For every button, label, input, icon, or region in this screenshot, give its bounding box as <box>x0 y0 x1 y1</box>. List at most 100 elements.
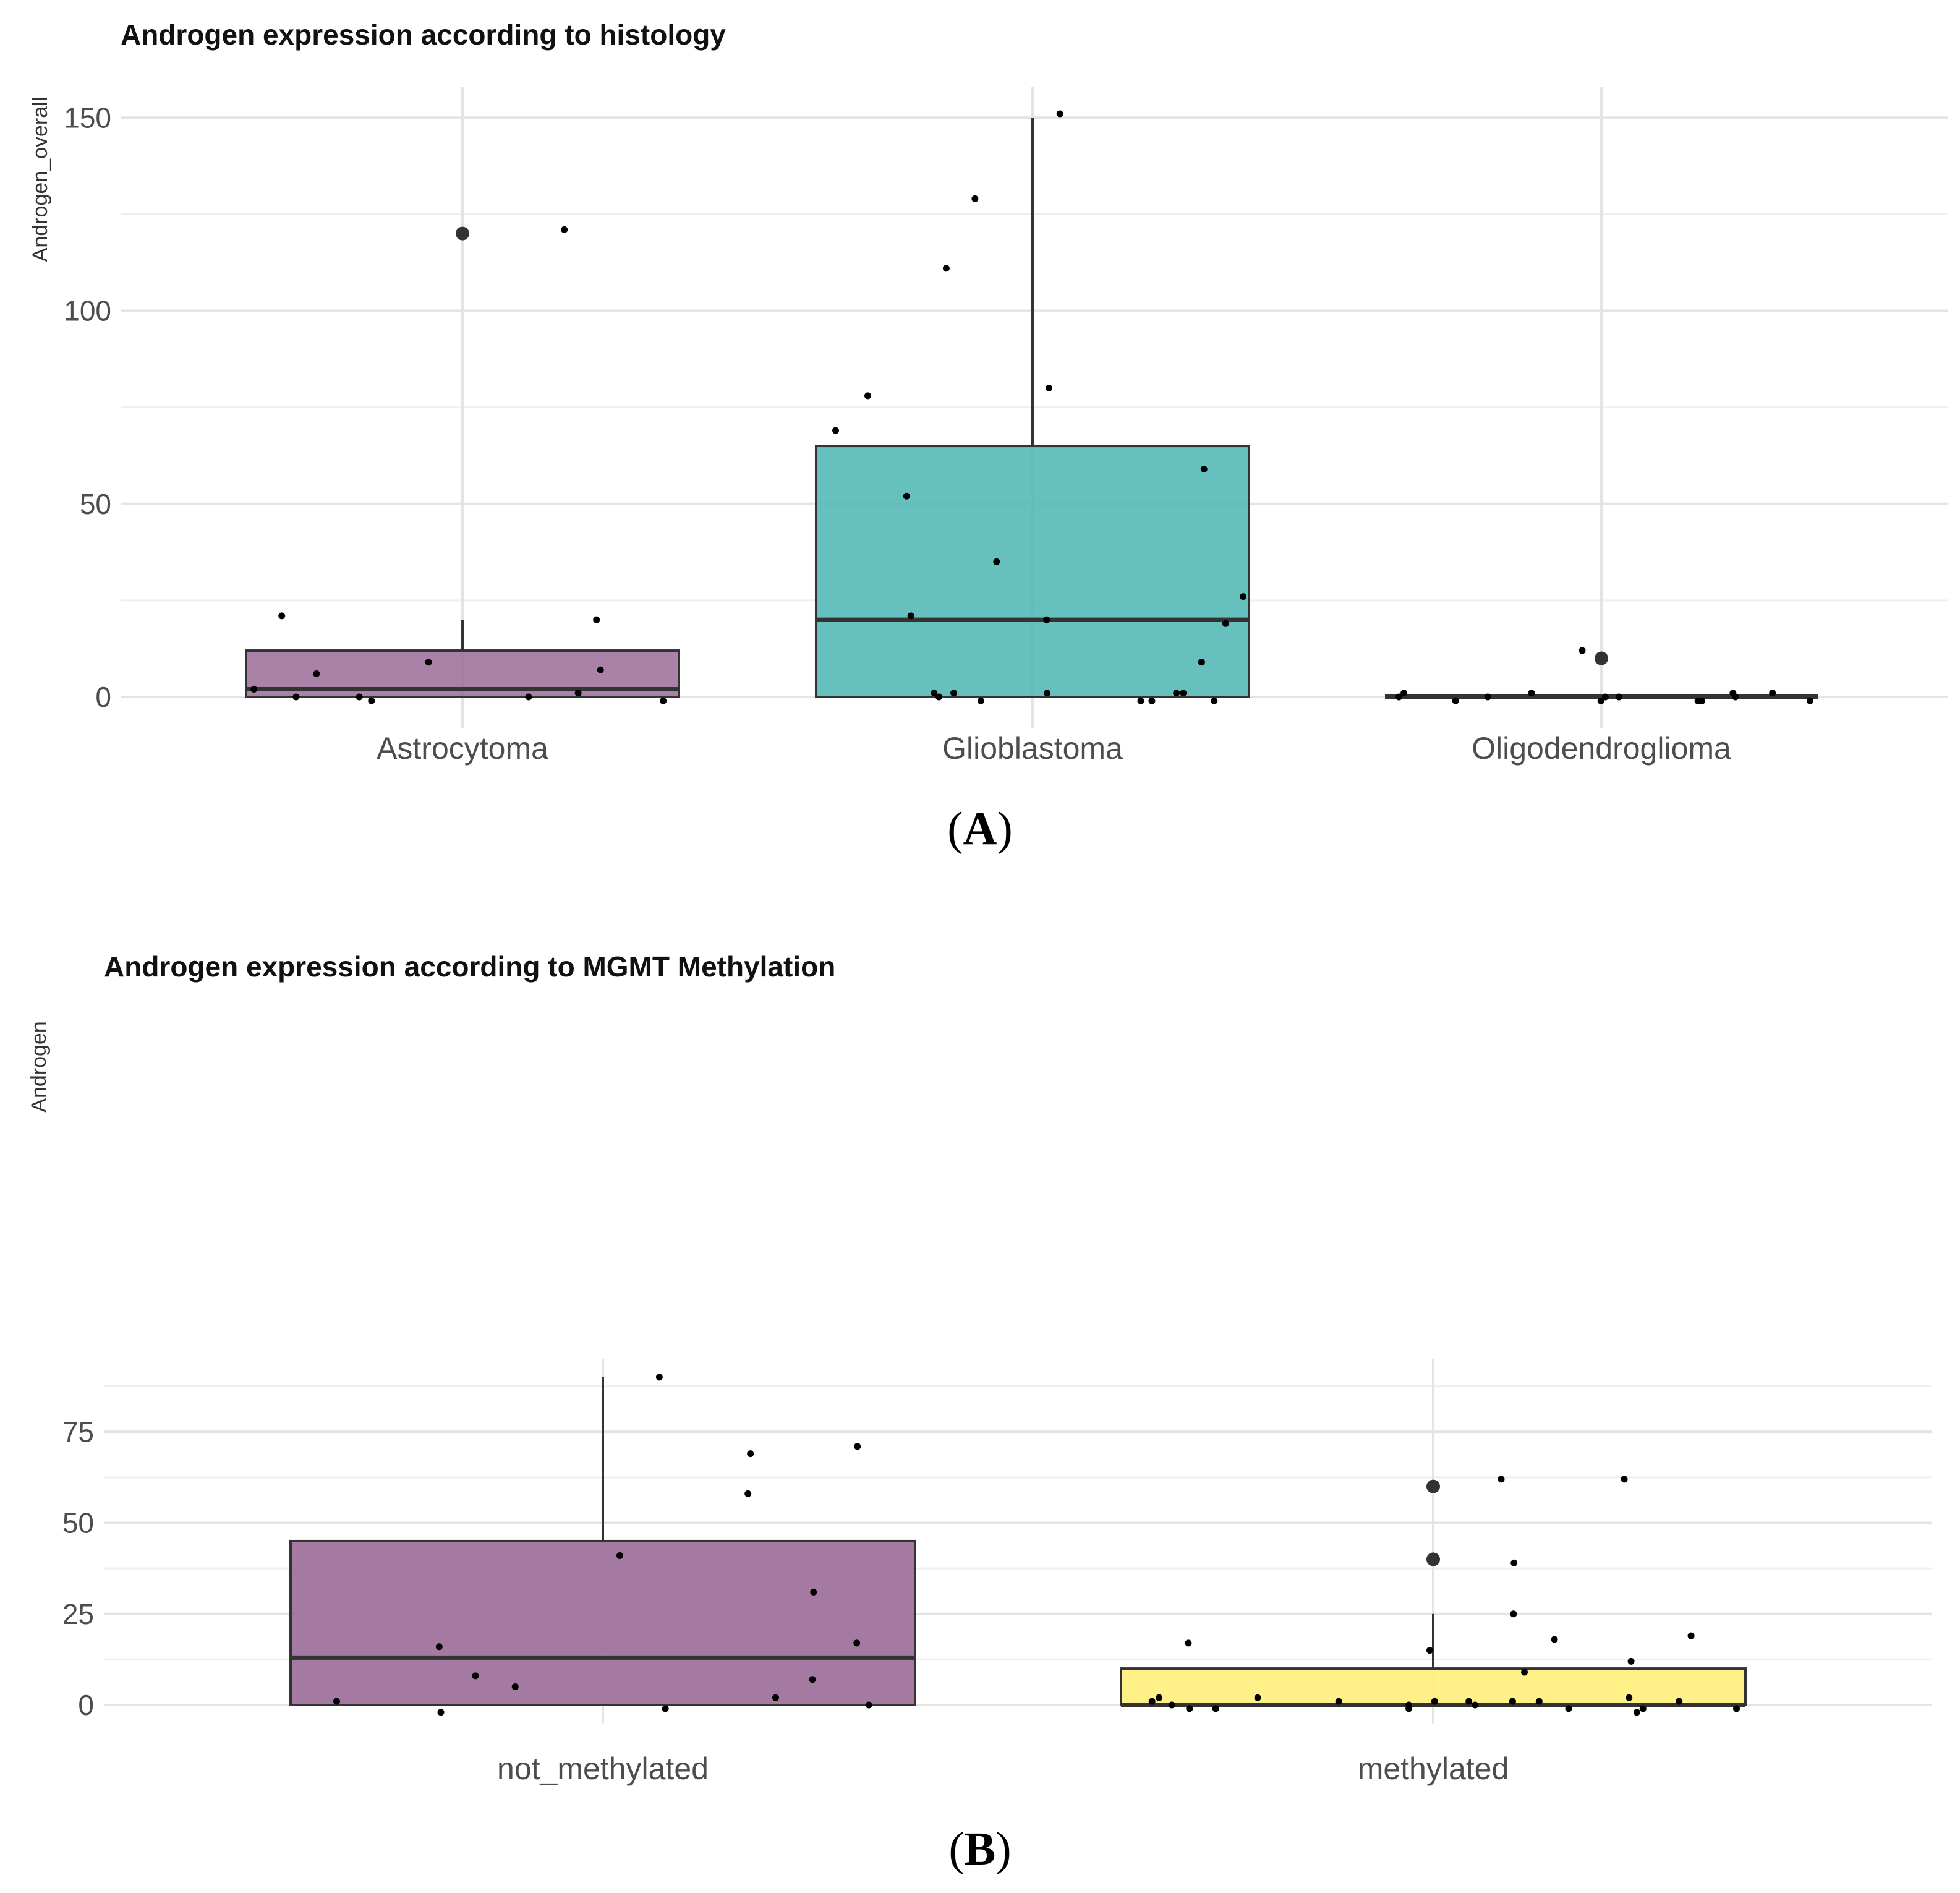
panel-a-point-glioblastoma <box>864 392 872 400</box>
panel-b-outlier-methylated <box>1426 1552 1440 1566</box>
panel-a-point-glioblastoma <box>971 195 979 202</box>
panel-b-point-methylated <box>1148 1698 1156 1705</box>
panel-b-point-methylated <box>1687 1632 1695 1639</box>
panel-b-y-tick-label: 25 <box>62 1598 94 1630</box>
panel-b-label-letter: B <box>965 1823 996 1875</box>
panel-b-box-not-methylated <box>289 1539 916 1706</box>
panel-b-y-tick-label: 75 <box>62 1416 94 1448</box>
panel-a-point-glioblastoma <box>1200 466 1208 473</box>
panel-a-point-glioblastoma <box>942 265 950 272</box>
panel-b-point-methylated <box>1426 1647 1433 1654</box>
panel-a-point-oligodendroglioma <box>1698 697 1706 704</box>
panel-a-point-astrocytoma <box>292 693 300 701</box>
panel-a-point-glioblastoma <box>1222 620 1229 627</box>
panel-a-point-glioblastoma <box>1211 697 1218 704</box>
panel-b-outlier-methylated <box>1426 1479 1440 1493</box>
panel-a-y-tick-label: 50 <box>80 488 111 520</box>
panel-a-point-astrocytoma <box>356 693 363 701</box>
panel-a-point-oligodendroglioma <box>1528 690 1535 697</box>
panel-b-point-not-methylated <box>662 1705 669 1712</box>
panel-a-y-tick-label: 0 <box>95 681 111 713</box>
panel-b-y-tick-label: 0 <box>78 1689 94 1721</box>
panel-a-point-astrocytoma <box>250 686 258 693</box>
panel-b-point-methylated <box>1509 1698 1516 1705</box>
panel-b-point-methylated <box>1431 1698 1438 1705</box>
panel-a-point-glioblastoma <box>903 492 910 500</box>
panel-b-point-not-methylated <box>810 1588 817 1596</box>
panel-b-title: Androgen expression according to MGMT Me… <box>104 951 835 983</box>
panel-b-point-not-methylated <box>747 1450 754 1458</box>
panel-b-point-not-methylated <box>616 1552 623 1560</box>
panel-a-x-tick-label-glioblastoma: Glioblastoma <box>942 731 1123 766</box>
panel-a-x-tick-label-astrocytoma: Astrocytoma <box>377 731 548 766</box>
panel-a-point-oligodendroglioma <box>1400 690 1408 697</box>
panel-a-point-astrocytoma <box>368 697 375 704</box>
panel-a-y-tick-label: 150 <box>64 101 111 134</box>
panel-a-point-astrocytoma <box>425 659 432 666</box>
panel-a-point-astrocytoma <box>660 697 667 704</box>
panel-b-point-methylated <box>1521 1669 1528 1676</box>
panel-a-point-astrocytoma <box>561 226 568 233</box>
panel-a-point-glioblastoma <box>993 558 1000 565</box>
panel-b-point-methylated <box>1733 1705 1741 1712</box>
panel-b-point-methylated <box>1185 1639 1192 1647</box>
panel-a-point-astrocytoma <box>278 612 286 620</box>
panel-b-point-methylated <box>1212 1705 1219 1712</box>
panel-b-y-axis-label: Androgen <box>27 1021 51 1112</box>
panel-a-point-oligodendroglioma <box>1601 693 1609 701</box>
panel-b-point-methylated <box>1335 1698 1342 1705</box>
panel-b-label-close: ) <box>995 1823 1011 1875</box>
panel-a-point-glioblastoma <box>1180 690 1187 697</box>
panel-b-point-methylated <box>1472 1701 1479 1709</box>
panel-b-point-not-methylated <box>472 1672 479 1680</box>
panel-a-point-glioblastoma <box>1198 659 1205 666</box>
panel-a-point-glioblastoma <box>1044 690 1051 697</box>
panel-a-point-oligodendroglioma <box>1395 693 1403 701</box>
panel-a-point-oligodendroglioma <box>1579 647 1586 654</box>
panel-a-label-open: ( <box>947 803 963 855</box>
panel-a-point-oligodendroglioma <box>1484 693 1491 701</box>
panel-a-y-tick-label: 100 <box>64 295 111 327</box>
panel-b-x-tick-label-not-methylated: not_methylated <box>497 1751 709 1786</box>
panel-b-point-not-methylated <box>854 1443 861 1450</box>
panel-a-label-close: ) <box>997 803 1012 855</box>
panel-a-point-oligodendroglioma <box>1769 690 1776 697</box>
panel-a-point-astrocytoma <box>313 670 320 678</box>
panel-b-point-methylated <box>1639 1705 1647 1712</box>
panel-a-point-astrocytoma <box>597 666 604 673</box>
panel-b-point-methylated <box>1551 1636 1558 1643</box>
panel-b-point-not-methylated <box>333 1698 340 1705</box>
panel-b-point-not-methylated <box>853 1639 861 1647</box>
panel-a-point-glioblastoma <box>832 427 840 434</box>
panel-a-label-letter: A <box>963 803 997 855</box>
panel-b-label: (B) <box>948 1823 1011 1875</box>
panel-a-point-astrocytoma <box>525 693 532 701</box>
panel-b-point-methylated <box>1633 1709 1640 1716</box>
panel-b-point-not-methylated <box>744 1490 752 1497</box>
panel-a-point-oligodendroglioma <box>1732 693 1739 701</box>
panel-b-point-methylated <box>1510 1610 1517 1618</box>
panel-a-title: Androgen expression according to histolo… <box>121 19 726 51</box>
panel-b-chart: Androgen expression according to MGMT Me… <box>27 951 1932 1786</box>
panel-b-label-open: ( <box>948 1823 964 1875</box>
panel-a-chart: Androgen expression according to histolo… <box>28 19 1948 766</box>
panel-b-point-not-methylated <box>655 1374 663 1381</box>
panel-a-point-oligodendroglioma <box>1597 697 1604 704</box>
panel-b-point-methylated <box>1565 1705 1572 1712</box>
panel-a-box-glioblastoma <box>815 445 1250 698</box>
panel-a-point-glioblastoma <box>1056 110 1063 118</box>
panel-a-point-glioblastoma <box>1046 384 1053 391</box>
panel-a-point-oligodendroglioma <box>1807 697 1814 704</box>
panel-b-point-methylated <box>1626 1694 1633 1701</box>
panel-a-point-glioblastoma <box>1137 697 1144 704</box>
panel-a-point-astrocytoma <box>574 690 582 697</box>
panel-b-point-methylated <box>1627 1657 1635 1665</box>
panel-a-point-glioblastoma <box>931 690 938 697</box>
panel-b-point-methylated <box>1465 1698 1473 1705</box>
panel-b-point-methylated <box>1156 1694 1163 1701</box>
panel-b-point-methylated <box>1168 1701 1175 1709</box>
panel-a-outlier-oligodendroglioma <box>1595 651 1608 665</box>
panel-b-point-methylated <box>1254 1694 1261 1701</box>
panel-a-point-glioblastoma <box>1240 593 1247 600</box>
